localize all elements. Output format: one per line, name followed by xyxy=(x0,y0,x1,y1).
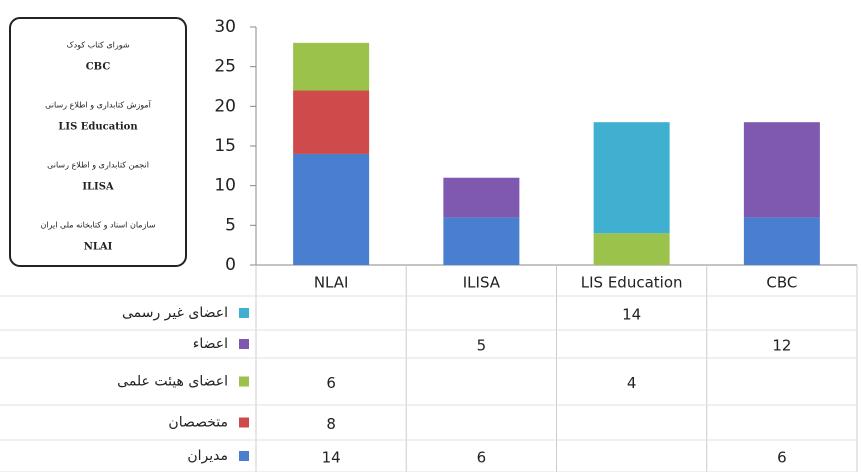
bar-segment xyxy=(293,90,370,154)
table-cell: 5 xyxy=(477,337,487,355)
key-label: انجمن کتابداری و اطلاع رسانی xyxy=(47,161,149,170)
x-tick-label: ILISA xyxy=(463,274,501,292)
legend-swatch xyxy=(239,339,249,349)
bar-segment xyxy=(443,177,520,218)
key-label: آموزش کتابداری و اطلاع رسانی xyxy=(45,100,152,110)
bar-segment xyxy=(443,217,520,265)
key-name: LIS Education xyxy=(58,122,138,133)
key-name: CBC xyxy=(86,62,111,73)
legend-label: مدیران xyxy=(187,448,228,464)
key-name: ILISA xyxy=(82,182,114,193)
legend-label: اعضاء xyxy=(193,336,228,352)
table-cell: 14 xyxy=(622,306,641,324)
y-tick-label: 5 xyxy=(225,215,236,235)
x-tick-label: NLAI xyxy=(314,274,349,292)
legend-swatch xyxy=(239,376,249,387)
y-tick-label: 10 xyxy=(214,176,236,196)
legend-label: اعضای هیئت علمی xyxy=(117,374,228,390)
bar-segment xyxy=(593,233,670,265)
y-tick-label: 30 xyxy=(214,17,236,37)
key-box xyxy=(9,17,187,267)
x-tick-label: CBC xyxy=(766,274,797,292)
bar-segment xyxy=(293,42,370,91)
table-cell: 6 xyxy=(477,449,487,467)
legend-swatch xyxy=(239,451,249,461)
table-cell: 8 xyxy=(326,415,336,433)
key-label: شورای کتاب کودک xyxy=(66,41,129,50)
bar-segment xyxy=(293,153,370,265)
y-tick-label: 15 xyxy=(214,136,236,156)
key-name: NLAI xyxy=(84,242,113,253)
table-cell: 12 xyxy=(772,337,791,355)
table-cell: 6 xyxy=(777,449,787,467)
table-cell: 14 xyxy=(322,449,341,467)
y-tick-label: 0 xyxy=(225,255,236,275)
bar-segment xyxy=(743,217,820,265)
legend-label: اعضای غیر رسمی xyxy=(122,305,228,321)
legend-swatch xyxy=(239,417,249,428)
y-tick-label: 20 xyxy=(214,96,236,116)
y-tick-label: 25 xyxy=(214,57,236,77)
legend-swatch xyxy=(239,308,249,318)
table-cell: 6 xyxy=(326,374,336,392)
table-cell: 4 xyxy=(627,374,637,392)
x-tick-label: LIS Education xyxy=(581,274,683,292)
legend-label: متخصصان xyxy=(168,415,228,431)
bar-segment xyxy=(593,122,670,234)
bar-segment xyxy=(743,122,820,218)
key-label: سازمان اسناد و کتابخانه ملی ایران xyxy=(40,221,155,230)
